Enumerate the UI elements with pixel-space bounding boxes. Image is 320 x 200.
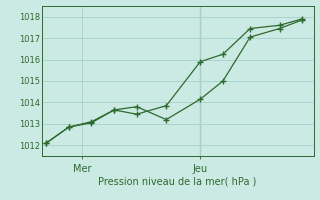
X-axis label: Pression niveau de la mer( hPa ): Pression niveau de la mer( hPa ) [99,176,257,186]
